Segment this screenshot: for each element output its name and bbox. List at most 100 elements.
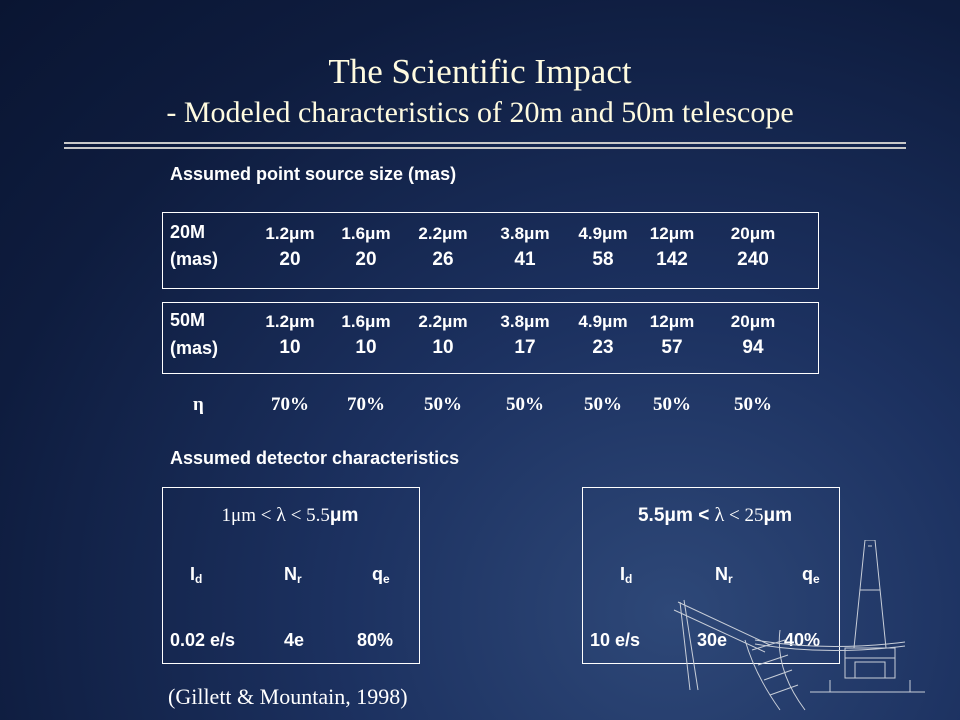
wavelength-cell: 20μm bbox=[730, 312, 776, 331]
table-20m-box bbox=[162, 212, 819, 289]
size-cell-20m: 41 bbox=[514, 249, 536, 270]
wavelength-cell: 12μm bbox=[649, 224, 695, 243]
wavelength-cell: 2.2μm bbox=[418, 224, 468, 243]
support-leg bbox=[679, 601, 691, 691]
detector-1-nr-value: 4e bbox=[284, 630, 305, 650]
efficiency-cell: 50% bbox=[734, 394, 772, 415]
telescope-50m-label: 50M bbox=[170, 310, 206, 330]
detector-2-qe-label: qe bbox=[802, 564, 820, 586]
telescope-mount-detail bbox=[854, 661, 886, 679]
tilted-dish bbox=[778, 629, 806, 711]
detector-1-range-lt: < bbox=[285, 505, 307, 526]
detector-2-range: 5.5μm < λ < 25μm bbox=[638, 504, 792, 527]
slide-title: The Scientific Impact bbox=[328, 52, 632, 91]
telescope-mount bbox=[844, 647, 896, 679]
title-divider bbox=[64, 147, 906, 149]
efficiency-cell: 50% bbox=[424, 394, 462, 415]
support-arm bbox=[677, 601, 771, 646]
detector-box-1 bbox=[162, 487, 420, 664]
efficiency-cell: 50% bbox=[653, 394, 691, 415]
wavelength-cell: 20μm bbox=[730, 224, 776, 243]
size-cell-50m: 23 bbox=[592, 337, 614, 358]
id-sub: d bbox=[195, 572, 203, 586]
size-cell-20m: 142 bbox=[656, 249, 688, 270]
efficiency-cell: 50% bbox=[506, 394, 544, 415]
detector-2-range-lambda: λ bbox=[714, 504, 725, 526]
qe-sub: e bbox=[383, 572, 390, 586]
detector-2-range-lt: < bbox=[724, 505, 745, 526]
size-cell-20m: 20 bbox=[279, 249, 301, 270]
telescope-20m-label: 20M bbox=[170, 222, 206, 242]
efficiency-cell: 50% bbox=[584, 394, 622, 415]
wavelength-cell: 3.8μm bbox=[500, 224, 550, 243]
title-divider bbox=[64, 142, 906, 144]
id-main: I bbox=[620, 564, 626, 584]
size-cell-50m: 17 bbox=[514, 337, 536, 358]
qe-sub: e bbox=[813, 572, 820, 586]
wavelength-cell: 1.6μm bbox=[341, 224, 391, 243]
wavelength-cell: 12μm bbox=[649, 312, 695, 331]
tilted-dish bbox=[744, 639, 781, 711]
detector-heading: Assumed detector characteristics bbox=[170, 448, 460, 468]
detector-2-id-value: 10 e/s bbox=[590, 630, 641, 650]
detector-1-id-value: 0.02 e/s bbox=[170, 630, 236, 650]
support-leg bbox=[683, 599, 699, 691]
size-cell-50m: 10 bbox=[432, 337, 454, 358]
detector-1-range-unit: μm bbox=[329, 505, 359, 526]
wavelength-cell: 3.8μm bbox=[500, 312, 550, 331]
detector-2-nr-value: 30e bbox=[697, 630, 728, 650]
qe-main: q bbox=[802, 564, 813, 584]
wavelength-cell: 1.2μm bbox=[265, 312, 315, 331]
telescope-50m-unit: (mas) bbox=[170, 338, 219, 358]
primary-mirror-arc bbox=[754, 643, 906, 652]
wavelength-cell: 1.6μm bbox=[341, 312, 391, 331]
detector-1-id-label: Id bbox=[190, 564, 202, 586]
efficiency-cell: 70% bbox=[271, 394, 309, 415]
detector-2-range-lower: 5.5 bbox=[637, 505, 665, 526]
size-cell-50m: 10 bbox=[279, 337, 301, 358]
detector-2-nr-label: Nr bbox=[715, 564, 733, 586]
size-cell-20m: 20 bbox=[355, 249, 377, 270]
detector-2-id-label: Id bbox=[620, 564, 632, 586]
detector-1-range-lower: 1 bbox=[221, 505, 232, 526]
nr-sub: r bbox=[297, 572, 302, 586]
detector-1-qe-label: qe bbox=[372, 564, 390, 586]
size-cell-20m: 58 bbox=[592, 249, 614, 270]
size-cell-50m: 94 bbox=[742, 337, 764, 358]
table-50m-box bbox=[162, 302, 819, 374]
telescope-20m-unit: (mas) bbox=[170, 249, 219, 269]
support-arm bbox=[673, 609, 766, 653]
nr-main: N bbox=[284, 564, 297, 584]
detector-1-range: 1μm < λ < 5.5μm bbox=[222, 504, 359, 527]
point-source-heading: Assumed point source size (mas) bbox=[170, 164, 457, 184]
qe-main: q bbox=[372, 564, 383, 584]
citation: (Gillett & Mountain, 1998) bbox=[168, 684, 408, 709]
nr-sub: r bbox=[728, 572, 733, 586]
id-main: I bbox=[190, 564, 196, 584]
efficiency-symbol: η bbox=[193, 394, 204, 415]
tilted-dish-rib bbox=[763, 669, 793, 681]
detector-1-range-upper: 5.5 bbox=[306, 505, 330, 526]
size-cell-50m: 57 bbox=[661, 337, 683, 358]
wavelength-cell: 4.9μm bbox=[578, 224, 628, 243]
nr-main: N bbox=[715, 564, 728, 584]
detector-1-qe-value: 80% bbox=[357, 630, 394, 650]
wavelength-cell: 4.9μm bbox=[578, 312, 628, 331]
primary-mirror-arc bbox=[754, 639, 906, 648]
wavelength-cell: 1.2μm bbox=[265, 224, 315, 243]
detector-2-range-mu: μm < bbox=[664, 505, 715, 526]
slide-subtitle: - Modeled characteristics of 20m and 50m… bbox=[166, 96, 794, 129]
wavelength-cell: 2.2μm bbox=[418, 312, 468, 331]
size-cell-50m: 10 bbox=[355, 337, 377, 358]
detector-1-range-mu: μm < bbox=[231, 505, 277, 526]
efficiency-cell: 70% bbox=[347, 394, 385, 415]
detector-box-2 bbox=[582, 487, 840, 664]
detector-1-range-lambda: λ bbox=[276, 504, 286, 526]
size-cell-20m: 240 bbox=[737, 249, 769, 270]
detector-2-range-upper: 25 bbox=[744, 505, 764, 526]
tilted-dish-rib bbox=[757, 654, 789, 666]
telescope-tube bbox=[853, 540, 887, 649]
detector-2-range-unit: μm bbox=[763, 505, 793, 526]
id-sub: d bbox=[625, 572, 633, 586]
tilted-dish-rib bbox=[769, 684, 799, 696]
